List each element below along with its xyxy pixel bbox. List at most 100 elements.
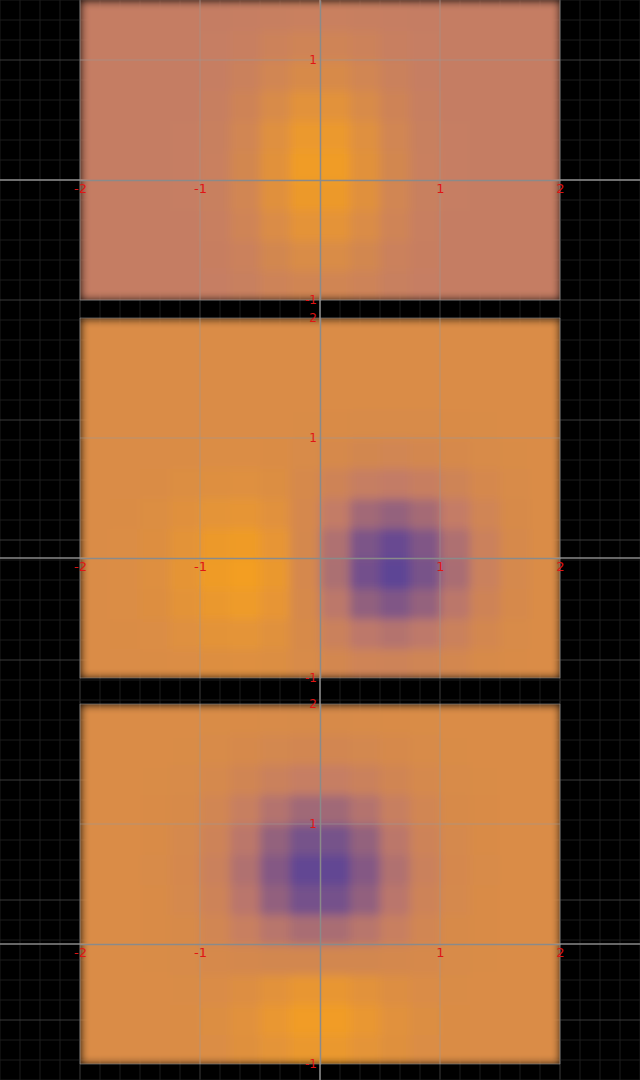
- heatmap-cell: [290, 854, 321, 885]
- heatmap-cell: [140, 854, 171, 885]
- heatmap-cell: [260, 180, 291, 211]
- heatmap-cell: [530, 618, 560, 649]
- heatmap-cell: [290, 558, 321, 589]
- background: [0, 0, 640, 1080]
- heatmap-cell: [530, 408, 560, 439]
- heatmap-cell: [440, 974, 471, 1005]
- heatmap-cell: [410, 914, 441, 945]
- heatmap-cell: [230, 438, 261, 469]
- heatmap-cell: [80, 1004, 111, 1035]
- heatmap-cell: [530, 854, 560, 885]
- heatmap-cell: [80, 824, 111, 855]
- heatmap-cell: [530, 764, 560, 795]
- heatmap-cell: [440, 618, 471, 649]
- heatmap-cell: [290, 914, 321, 945]
- heatmap-cell: [80, 618, 111, 649]
- heatmap-cell: [80, 764, 111, 795]
- heatmap-cell: [260, 794, 291, 825]
- heatmap-cell: [140, 210, 171, 241]
- heatmap-cell: [470, 884, 501, 915]
- heatmap-cell: [500, 498, 531, 529]
- heatmap-cell: [110, 884, 141, 915]
- heatmap-cell: [140, 824, 171, 855]
- heatmap-cell: [500, 150, 531, 181]
- heatmap-cell: [440, 378, 471, 409]
- heatmap-cell: [110, 588, 141, 619]
- heatmap-cell: [170, 498, 201, 529]
- heatmap-cell: [80, 914, 111, 945]
- heatmap-cell: [230, 30, 261, 61]
- heatmap-cell: [200, 794, 231, 825]
- heatmap-cell: [230, 240, 261, 271]
- heatmap-cell: [320, 974, 351, 1005]
- x-tick-label: 2: [556, 181, 564, 196]
- heatmap-cell: [290, 944, 321, 975]
- heatmap-cell: [350, 528, 381, 559]
- heatmap-cell: [470, 90, 501, 121]
- heatmap-cell: [440, 1004, 471, 1035]
- heatmap-cell: [320, 854, 351, 885]
- heatmap-cell: [440, 854, 471, 885]
- heatmap-cell: [80, 438, 111, 469]
- heatmap-cell: [140, 764, 171, 795]
- heatmap-cell: [80, 734, 111, 765]
- heatmap-cell: [350, 764, 381, 795]
- heatmap-cell: [320, 1004, 351, 1035]
- heatmap-cell: [380, 408, 411, 439]
- heatmap-cell: [230, 618, 261, 649]
- heatmap-cell: [470, 438, 501, 469]
- heatmap-cell: [470, 914, 501, 945]
- heatmap-cell: [350, 794, 381, 825]
- heatmap-cell: [290, 528, 321, 559]
- heatmap-cell: [80, 240, 111, 271]
- heatmap-cell: [80, 648, 111, 678]
- heatmap-cell: [500, 884, 531, 915]
- heatmap-cell: [200, 210, 231, 241]
- background-grid-line: [560, 0, 561, 1080]
- heatmap-cell: [170, 734, 201, 765]
- grid-line-x: [200, 318, 201, 678]
- heatmap-cell: [380, 498, 411, 529]
- heatmap-cell: [500, 1004, 531, 1035]
- heatmap-cell: [230, 794, 261, 825]
- heatmap-cell: [350, 468, 381, 499]
- heatmap-cell: [80, 528, 111, 559]
- x-tick: 2: [556, 944, 564, 960]
- heatmap-cell: [380, 618, 411, 649]
- heatmap-cell: [110, 764, 141, 795]
- heatmap-cell: [200, 648, 231, 678]
- heatmap-cell: [110, 270, 141, 300]
- heatmap-cell: [140, 150, 171, 181]
- x-tick: -2: [74, 558, 87, 574]
- heatmap-cell: [350, 1034, 381, 1064]
- heatmap-cell: [200, 914, 231, 945]
- heatmap-cell: [140, 1034, 171, 1064]
- heatmap-cell: [410, 270, 441, 300]
- heatmap-cell: [230, 974, 261, 1005]
- heatmap-cell: [440, 498, 471, 529]
- heatmap-cell: [170, 764, 201, 795]
- heatmap-cell: [110, 408, 141, 439]
- heatmap-cell: [500, 944, 531, 975]
- x-tick: 2: [556, 558, 564, 574]
- heatmap-cell: [110, 944, 141, 975]
- heatmap-cell: [230, 1004, 261, 1035]
- heatmap-cell: [500, 240, 531, 271]
- heatmap-cell: [320, 558, 351, 589]
- heatmap-cell: [470, 588, 501, 619]
- heatmap-cell: [140, 30, 171, 61]
- y-axis: -11: [305, 1, 320, 308]
- heatmap-cell: [500, 824, 531, 855]
- heatmap-cell: [290, 378, 321, 409]
- y-axis-line: [320, 1, 322, 301]
- heatmap-cell: [80, 974, 111, 1005]
- x-tick-label: 2: [556, 559, 564, 574]
- heatmap-cell: [170, 60, 201, 91]
- heatmap-cell: [440, 60, 471, 91]
- heatmap-cell: [530, 30, 560, 61]
- heatmap-cell: [110, 794, 141, 825]
- heatmap-cell: [200, 1004, 231, 1035]
- heatmap-cell: [320, 60, 351, 91]
- heatmap-cell: [380, 240, 411, 271]
- y-tick-label: 1: [309, 431, 317, 445]
